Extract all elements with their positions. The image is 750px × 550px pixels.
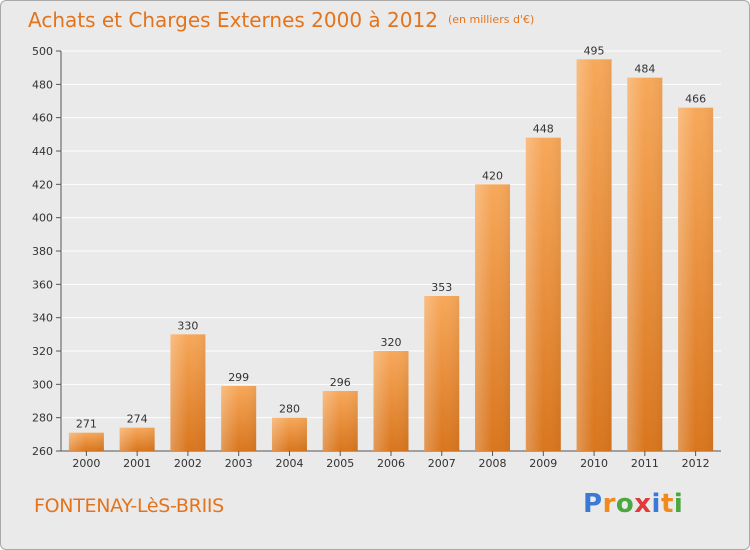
logo-letter: P xyxy=(583,489,603,519)
value-label: 484 xyxy=(634,63,655,76)
x-tick-label: 2007 xyxy=(428,457,456,470)
chart-subtitle: (en milliers d'€) xyxy=(447,13,535,26)
x-tick-label: 2003 xyxy=(225,457,253,470)
value-label: 420 xyxy=(482,169,503,182)
x-tick-label: 2009 xyxy=(529,457,557,470)
y-tick-label: 440 xyxy=(32,145,53,158)
bar-shading xyxy=(170,334,206,451)
x-tick-label: 2002 xyxy=(174,457,202,470)
x-tick-label: 2012 xyxy=(682,457,710,470)
value-labels: 271 274 330 299 280 296 320 353 420 448 495 484 466 xyxy=(76,44,706,430)
bar-shading xyxy=(271,417,307,451)
commune-name: FONTENAY-LèS-BRIIS xyxy=(34,495,224,517)
y-tick-label: 300 xyxy=(32,378,53,391)
logo-letter: o xyxy=(615,489,635,519)
bar-shading xyxy=(678,107,714,452)
x-tick-label: 2008 xyxy=(479,457,507,470)
value-label: 353 xyxy=(431,281,452,294)
x-tick-label: 2004 xyxy=(275,457,303,470)
bar-shading xyxy=(373,351,409,451)
bar-shading xyxy=(475,184,511,452)
x-tick-label: 2006 xyxy=(377,457,405,470)
value-label: 448 xyxy=(533,123,554,136)
bar-shading xyxy=(424,296,460,451)
bar-shading xyxy=(68,432,104,451)
bar-shading xyxy=(322,391,358,451)
y-tick-label: 500 xyxy=(32,45,53,58)
y-tick-label: 340 xyxy=(32,312,53,325)
x-tick-label: 2010 xyxy=(580,457,608,470)
bars xyxy=(68,59,714,452)
value-label: 271 xyxy=(76,418,97,431)
logo-letter: r xyxy=(602,489,616,519)
value-label: 296 xyxy=(330,376,351,389)
bar-shading xyxy=(576,59,612,451)
value-label: 274 xyxy=(127,413,148,426)
y-tick-label: 280 xyxy=(32,412,53,425)
value-label: 320 xyxy=(381,336,402,349)
bar-shading xyxy=(525,137,561,451)
y-tick-label: 420 xyxy=(32,178,53,191)
value-label: 495 xyxy=(584,44,605,57)
y-tick-label: 480 xyxy=(32,78,53,91)
logo-letter: x xyxy=(634,489,652,519)
x-tick-label: 2005 xyxy=(326,457,354,470)
axes: 260 280 300 320 340 360 380 400 420 440 460 480 500 2… xyxy=(32,45,721,470)
value-label: 330 xyxy=(177,319,198,332)
logo-letter: i xyxy=(673,489,684,519)
value-label: 299 xyxy=(228,371,249,384)
bar-shading xyxy=(627,77,663,452)
y-tick-label: 380 xyxy=(32,245,53,258)
x-tick-label: 2001 xyxy=(123,457,151,470)
title-text: Achats et Charges Externes 2000 à 2012 xyxy=(28,8,438,32)
y-tick-label: 400 xyxy=(32,212,53,225)
logo-letter: i xyxy=(651,489,661,519)
y-tick-label: 360 xyxy=(32,278,53,291)
y-tick-label: 260 xyxy=(32,445,53,458)
chart-title: Achats et Charges Externes 2000 à 2012 (e… xyxy=(28,8,534,32)
bar-shading xyxy=(119,427,155,451)
value-label: 466 xyxy=(685,93,706,106)
y-tick-label: 320 xyxy=(32,345,53,358)
x-tick-label: 2000 xyxy=(72,457,100,470)
value-label: 280 xyxy=(279,403,300,416)
logo-letter: t xyxy=(660,489,674,519)
y-tick-label: 460 xyxy=(32,112,53,125)
proxiti-logo: Proxiti xyxy=(583,489,683,519)
x-tick-label: 2011 xyxy=(631,457,659,470)
bar-shading xyxy=(221,386,257,451)
